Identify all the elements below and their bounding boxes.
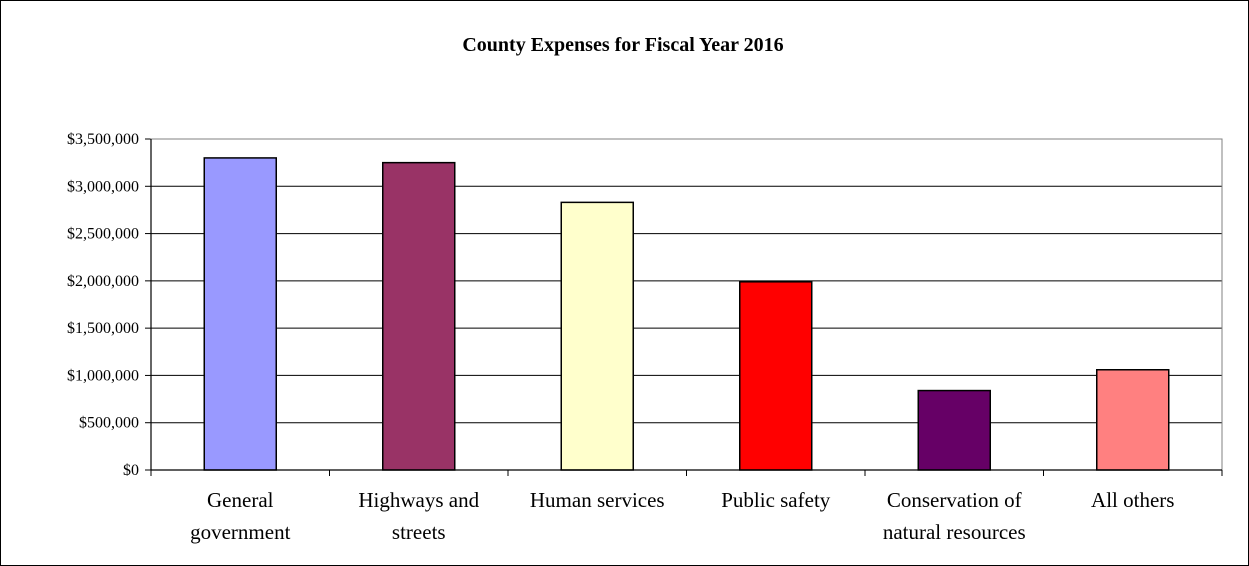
x-tick-label: Conservation of natural resources: [883, 488, 1026, 544]
y-tick-label: $2,000,000: [67, 273, 139, 290]
y-tick-label: $1,000,000: [67, 367, 139, 384]
gridlines: [151, 138, 1222, 424]
y-tick-label: $2,500,000: [67, 226, 139, 243]
x-tick-label: General government: [190, 488, 290, 544]
y-tick-label: $3,000,000: [67, 178, 139, 195]
bar: [917, 389, 991, 471]
bar: [739, 281, 813, 471]
bars: [203, 157, 1170, 471]
x-tick-label: Highways and streets: [358, 488, 479, 544]
y-tick-label: $1,500,000: [67, 320, 139, 337]
chart-title: County Expenses for Fiscal Year 2016: [462, 34, 783, 56]
y-tick-label: $0: [123, 462, 139, 479]
y-tick-label: $3,500,000: [67, 131, 139, 148]
bar: [382, 161, 456, 471]
x-tick-label: Public safety: [721, 488, 831, 512]
plot-area-border: [150, 138, 1223, 471]
x-tick-label: Human services: [530, 488, 665, 512]
bar: [203, 157, 277, 471]
x-tick-label: All others: [1091, 488, 1174, 512]
axes: [145, 138, 1223, 476]
bar: [1096, 369, 1170, 471]
y-tick-label: $500,000: [79, 415, 139, 432]
x-tick-labels: General government Highways and streets Huma…: [190, 488, 1174, 544]
bar: [560, 201, 634, 471]
y-tick-labels: $0 $500,000 $1,000,000 $1,500,000 $2,000,000…: [67, 131, 139, 479]
